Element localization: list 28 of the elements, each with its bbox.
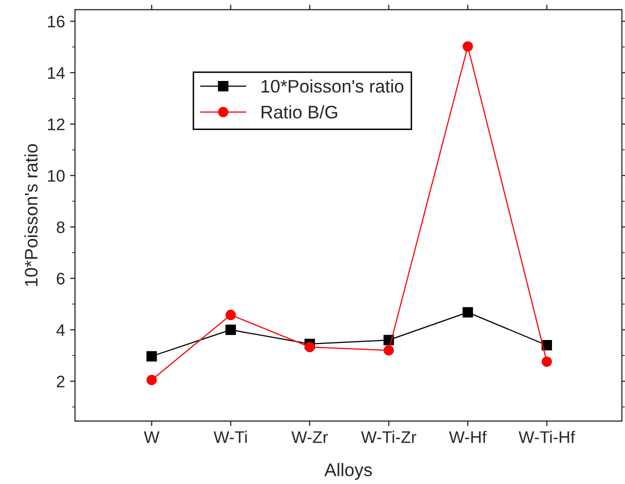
y-tick-label: 14 — [48, 67, 65, 79]
x-tick-label: W — [144, 431, 160, 443]
y-tick-label: 4 — [56, 324, 65, 336]
y-tick-label: 16 — [48, 16, 65, 28]
y-tick-label: 6 — [56, 272, 65, 285]
y-tick-label: 8 — [56, 221, 65, 234]
x-tick-label: W-Ti-Hf — [518, 430, 576, 443]
x-axis-title: Alloys — [324, 463, 372, 480]
y-tick-label: 10 — [48, 170, 65, 182]
x-tick-label: W-Ti-Zr — [361, 430, 416, 443]
x-tick-label: W-Ti — [214, 430, 247, 443]
point — [146, 374, 157, 386]
point — [542, 356, 552, 367]
point — [462, 41, 473, 52]
x-tick-label: W-Zr — [291, 431, 328, 443]
point — [146, 351, 157, 362]
point — [384, 345, 394, 356]
point — [542, 340, 552, 350]
legend-label: 10*Poisson's ratio — [262, 79, 404, 93]
point — [225, 310, 236, 320]
legend-label: Ratio B/G — [262, 105, 338, 119]
x-tick-label: W-Hf — [449, 430, 487, 443]
y-tick-label: 12 — [48, 118, 64, 130]
y-axis-title: 10*Poisson's ratio — [24, 144, 38, 286]
point — [462, 307, 473, 318]
point — [225, 324, 236, 336]
y-tick-label: 2 — [56, 376, 64, 388]
point — [304, 342, 315, 352]
